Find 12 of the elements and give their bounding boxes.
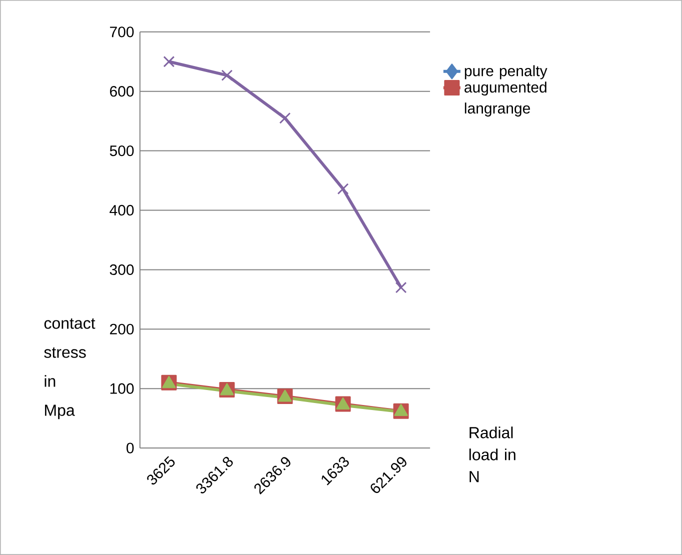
y-tick-label: 100 <box>110 383 134 394</box>
x-axis-title: Radial load in N <box>469 426 516 482</box>
y-tick-label: 600 <box>110 86 134 97</box>
y-tick-label: 0 <box>126 442 134 454</box>
y-tick-label: 500 <box>110 146 134 156</box>
y-axis-title: contact stress in Mpa <box>44 318 96 420</box>
legend-label: augumented langrange <box>464 82 546 117</box>
y-tick-label: 700 <box>110 26 134 38</box>
y-tick-label: 300 <box>110 264 134 276</box>
legend-label: pure penalty <box>464 65 548 80</box>
y-tick-label: 200 <box>110 324 134 334</box>
y-tick-label: 400 <box>110 204 134 216</box>
